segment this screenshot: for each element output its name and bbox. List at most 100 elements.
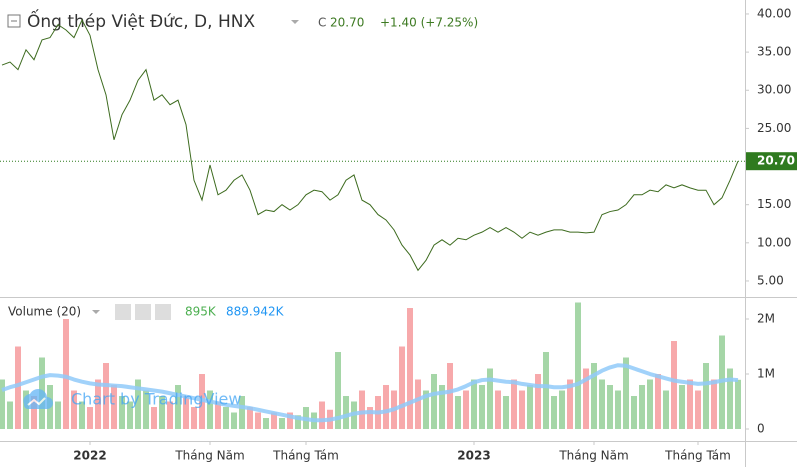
volume-bar	[135, 379, 141, 430]
last-price-box	[746, 152, 797, 171]
y-tick-label: 30.00	[757, 83, 791, 97]
volume-bar	[399, 346, 405, 430]
volume-bar	[471, 379, 477, 430]
volume-bar	[367, 407, 373, 430]
volume-bar	[55, 401, 61, 430]
watermark: Chart by TradingView	[23, 389, 241, 409]
volume-bar	[103, 363, 109, 430]
x-tick-label: Tháng Năm	[174, 449, 244, 463]
y-tick-label: 15.00	[757, 197, 791, 211]
volume-bar	[631, 396, 637, 430]
volume-bar	[607, 385, 613, 430]
volume-bar	[447, 363, 453, 430]
volume-bar	[519, 390, 525, 430]
volume-ma-line	[1, 363, 739, 423]
volume-bar	[183, 396, 189, 430]
volume-bar	[71, 390, 77, 430]
volume-bar	[431, 374, 437, 430]
price-line	[1, 18, 739, 272]
y-tick-label: 0	[757, 422, 765, 436]
volume-bar	[175, 385, 181, 430]
volume-bar	[727, 368, 733, 430]
volume-bar	[455, 396, 461, 430]
volume-bar	[119, 396, 125, 430]
volume-bar	[263, 418, 269, 430]
eye-icon[interactable]	[115, 304, 131, 320]
y-tick-label: 1M	[757, 367, 775, 381]
volume-bar	[335, 352, 341, 430]
last-price-label: 20.70	[757, 154, 795, 168]
volume-bar	[295, 415, 301, 430]
y-tick-label: 40.00	[757, 6, 791, 20]
volume-bar	[439, 385, 445, 430]
volume-bar	[63, 319, 69, 430]
close-prefix: C	[318, 16, 326, 30]
volume-bar	[7, 401, 13, 430]
volume-title: Volume (20)	[8, 305, 81, 319]
volume-bar	[583, 368, 589, 430]
volume-bar	[159, 396, 165, 430]
volume-bar	[95, 379, 101, 430]
volume-bar	[287, 412, 293, 430]
volume-bar	[535, 374, 541, 430]
volume-bar	[559, 390, 565, 430]
volume-bar	[279, 418, 285, 430]
volume-bar	[655, 374, 661, 430]
x-tick-label: 2023	[457, 449, 490, 463]
volume-bar	[151, 407, 157, 430]
volume-bar	[623, 357, 629, 430]
volume-bar	[15, 346, 21, 430]
volume-bar	[479, 385, 485, 430]
volume-bar	[495, 390, 501, 430]
close-value: 20.70	[330, 16, 364, 30]
remove-icon[interactable]	[155, 304, 171, 320]
volume-bar	[319, 401, 325, 430]
dropdown-caret[interactable]	[92, 310, 100, 314]
volume-bar	[87, 407, 93, 430]
volume-bar	[543, 352, 549, 430]
volume-bar	[231, 412, 237, 430]
volume-bar	[679, 385, 685, 430]
volume-bar	[207, 390, 213, 430]
volume-bar	[703, 363, 709, 430]
volume-value: 895K	[185, 305, 217, 319]
volume-bar	[551, 396, 557, 430]
volume-bar	[143, 390, 149, 430]
volume-bar	[615, 390, 621, 430]
y-tick-label: 35.00	[757, 45, 791, 59]
volume-bar	[167, 401, 173, 430]
volume-bar	[647, 379, 653, 430]
volume-bar	[663, 390, 669, 430]
x-tick-label: Tháng Tám	[272, 449, 339, 463]
volume-bar	[487, 368, 493, 430]
volume-bar	[127, 401, 133, 430]
volume-bar	[247, 407, 253, 430]
y-tick-label: 10.00	[757, 235, 791, 249]
y-tick-label: 25.00	[757, 121, 791, 135]
volume-bar	[79, 401, 85, 430]
volume-bar	[383, 385, 389, 430]
volume-bar	[223, 407, 229, 430]
dropdown-caret[interactable]	[291, 20, 299, 24]
ma-value: 889.942K	[226, 305, 285, 319]
volume-bar	[639, 385, 645, 430]
watermark-logo	[27, 397, 46, 406]
volume-bar	[111, 385, 117, 430]
volume-bar	[687, 379, 693, 430]
x-tick-label: 2022	[73, 449, 106, 463]
volume-bar	[343, 396, 349, 430]
volume-bar	[511, 379, 517, 430]
volume-bar	[423, 390, 429, 430]
volume-bar	[527, 385, 533, 430]
volume-bar	[215, 401, 221, 430]
volume-bar	[0, 379, 5, 430]
volume-bar	[695, 390, 701, 430]
volume-bar	[31, 396, 37, 430]
volume-bar	[271, 412, 277, 430]
volume-bar	[23, 390, 29, 430]
settings-icon[interactable]	[135, 304, 151, 320]
volume-bar	[503, 396, 509, 430]
change: +1.40 (+7.25%)	[380, 16, 478, 30]
collapse-icon[interactable]	[7, 14, 21, 28]
